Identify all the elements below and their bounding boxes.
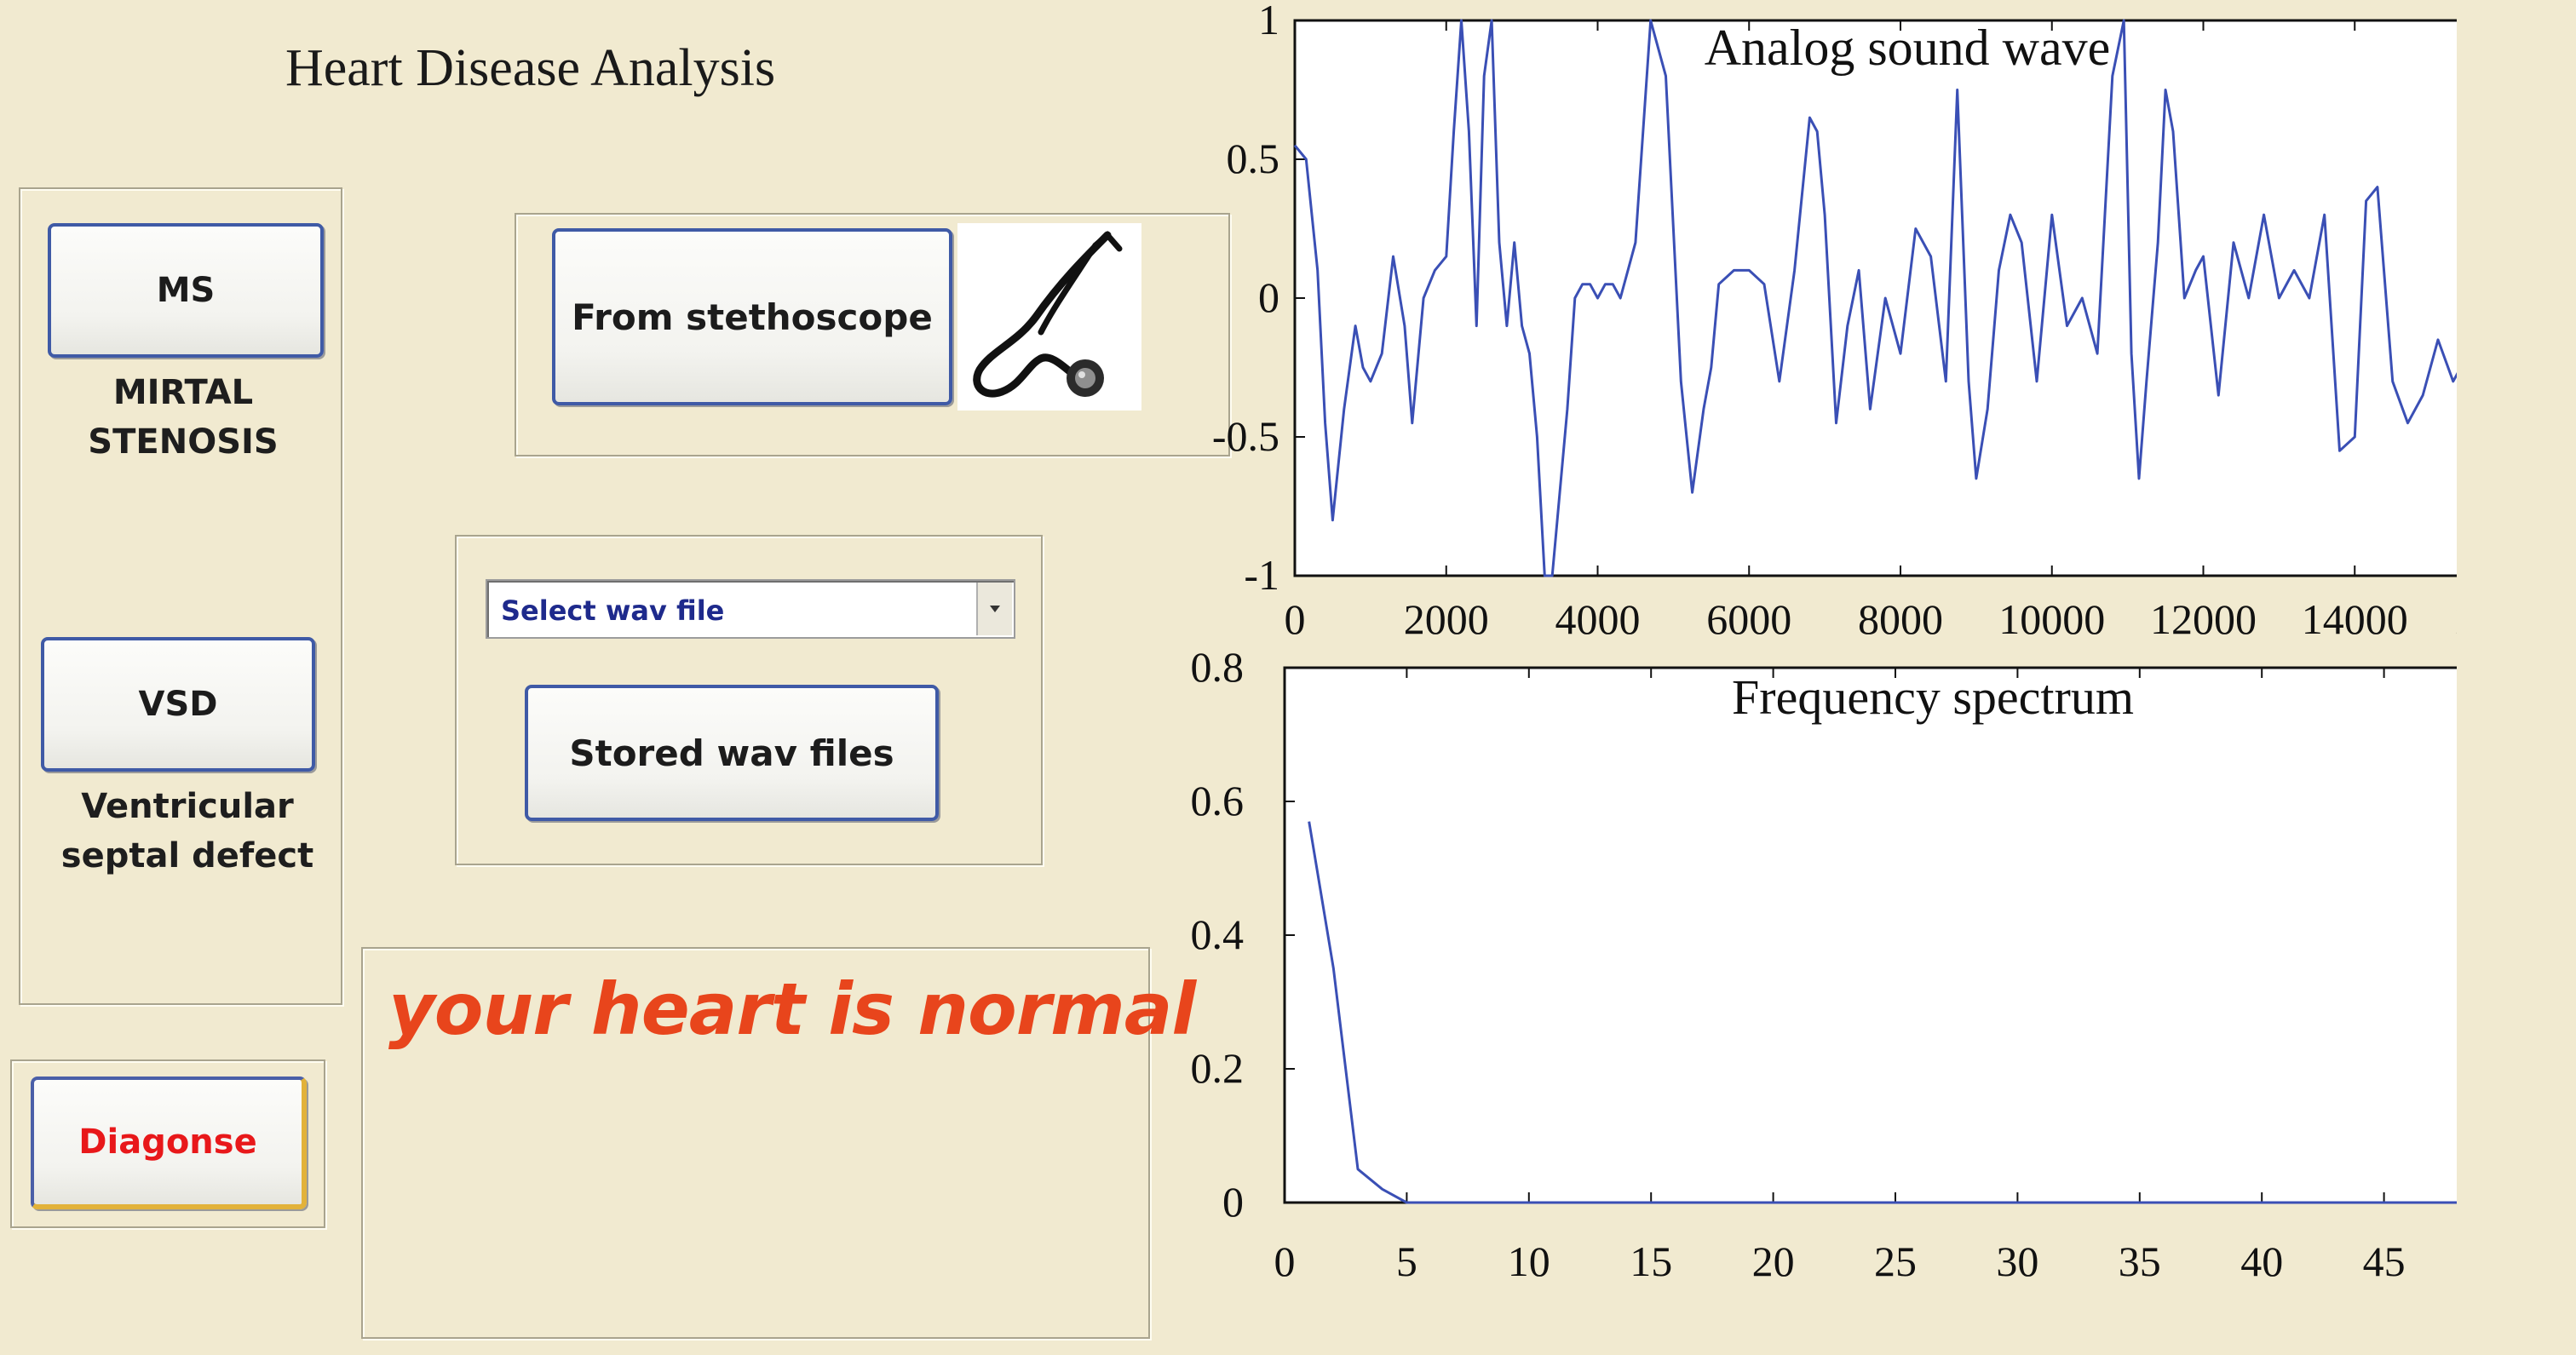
x-tick-label: 20 (1752, 1237, 1795, 1285)
x-tick-label: 0 (1274, 1237, 1296, 1285)
vsd-description: Ventricular septal defect (26, 782, 349, 881)
x-tick-label: 12000 (2150, 595, 2257, 643)
stethoscope-panel (515, 213, 1230, 456)
frequency-spectrum-chart: Frequency spectrum 051015202530354045500… (1191, 643, 2457, 1285)
result-panel (361, 947, 1150, 1339)
x-tick-label: 15 (1630, 1237, 1672, 1285)
x-tick-label: 10 (1508, 1237, 1550, 1285)
x-tick-label: 35 (2119, 1237, 2161, 1285)
y-tick-label: 0.2 (1191, 1044, 1245, 1092)
series-line-1-0 (1308, 821, 2457, 1204)
vsd-description-line2: septal defect (60, 836, 314, 876)
x-tick-label: 2000 (1404, 595, 1489, 643)
app-title: Heart Disease Analysis (285, 39, 776, 97)
y-tick-label: 0.8 (1191, 643, 1245, 691)
x-tick-label: 4000 (1555, 595, 1641, 643)
y-tick-label: 0 (1258, 273, 1279, 321)
diagnose-panel (10, 1059, 325, 1228)
ms-description-line2: STENOSIS (88, 422, 279, 462)
x-tick-label: 40 (2240, 1237, 2283, 1285)
x-tick-label: 25 (1874, 1237, 1917, 1285)
y-tick-label: 0.5 (1227, 135, 1280, 182)
x-tick-label: 16000 (2453, 595, 2458, 643)
x-tick-label: 10000 (1998, 595, 2105, 643)
x-tick-label: 8000 (1858, 595, 1943, 643)
chart-title-spectrum: Frequency spectrum (1732, 669, 2134, 725)
charts: Analog sound wave 0 2000 4000 6000 8000 10000… (1191, 0, 2457, 1285)
x-tick-label: 0 (1285, 595, 1306, 643)
from-stethoscope-button[interactable]: From stethoscope (552, 228, 952, 405)
chart-title-analog: Analog sound wave (1705, 20, 2111, 76)
vsd-button[interactable]: VSD (41, 637, 315, 772)
y-tick-label: -0.5 (1212, 412, 1279, 460)
wav-file-select-value: Select wav file (501, 594, 725, 627)
ms-button[interactable]: MS (48, 223, 324, 358)
ms-description-line1: MIRTAL (112, 373, 254, 412)
y-tick-label: 0.4 (1191, 910, 1245, 958)
y-tick-label: 1 (1258, 0, 1279, 43)
diagnose-button[interactable]: Diagonse (31, 1077, 307, 1209)
analog-sound-wave-chart: Analog sound wave 0 2000 4000 6000 8000 10000… (1212, 0, 2457, 643)
y-tick-label: 0 (1222, 1178, 1244, 1226)
stethoscope-icon (957, 223, 1141, 411)
x-tick-label: 14000 (2302, 595, 2408, 643)
diagnosis-result: your heart is normal (388, 967, 1196, 1051)
wav-file-select[interactable]: Select wav file (486, 579, 1015, 639)
y-tick-label: -1 (1244, 551, 1279, 599)
stored-wav-files-button[interactable]: Stored wav files (525, 685, 939, 821)
x-tick-label: 6000 (1706, 595, 1791, 643)
ms-description: MIRTAL STENOSIS (34, 368, 332, 467)
x-tick-label: 45 (2363, 1237, 2406, 1285)
wav-panel (455, 535, 1043, 865)
vsd-description-line1: Ventricular (81, 787, 294, 826)
disease-panel (19, 187, 342, 1005)
x-tick-label: 5 (1396, 1237, 1417, 1285)
chevron-down-icon[interactable] (976, 583, 1012, 635)
x-tick-label: 30 (1996, 1237, 2038, 1285)
y-tick-label: 0.6 (1191, 777, 1245, 824)
